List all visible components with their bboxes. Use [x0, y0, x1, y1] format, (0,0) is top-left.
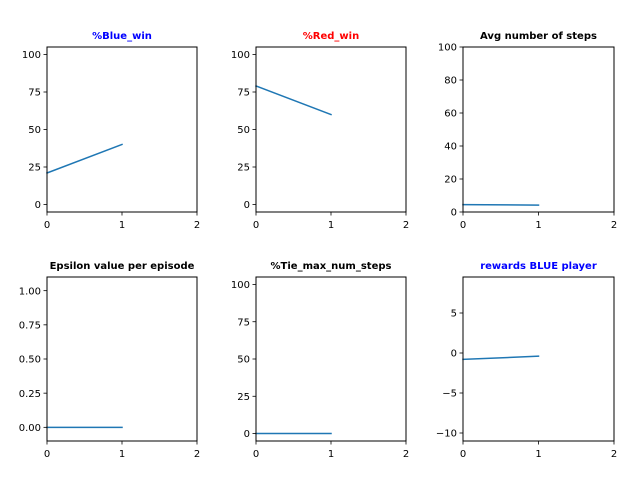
x-tick-label: 0: [44, 449, 50, 460]
series-line-1: [255, 85, 332, 116]
subplot-title: %Tie_max_num_steps: [271, 261, 392, 272]
y-tick-label: 60: [444, 109, 457, 120]
x-tick-label: 1: [328, 449, 334, 460]
y-tick-label: −10: [436, 429, 457, 440]
subplot-2: 0 1 2 0 25 50 75 100 %Red_win: [231, 31, 409, 231]
y-tick-label: −5: [442, 389, 457, 400]
subplot-5: 0 1 2 0 25 50 75 100 %Tie_max_num_steps: [231, 261, 409, 460]
y-tick-label: 0.00: [19, 423, 41, 434]
y-tick-label: 0: [35, 200, 41, 211]
y-tick-label: 100: [22, 50, 41, 61]
y-tick-label: 25: [237, 163, 250, 174]
y-tick-label: 75: [237, 317, 250, 328]
x-tick-label: 2: [194, 449, 200, 460]
y-tick-label: 1.00: [19, 286, 41, 297]
subplot-6: 0 1 2 −10 −5 0 5 rewards BLUE player: [436, 261, 617, 460]
subplot-title: Avg number of steps: [480, 31, 597, 42]
x-tick-label: 1: [328, 220, 334, 231]
series-line-1: [46, 143, 123, 174]
y-tick-label: 50: [237, 125, 250, 136]
y-tick-label: 40: [444, 142, 457, 153]
x-tick-label: 0: [44, 220, 50, 231]
y-tick-label: 0: [451, 349, 457, 360]
x-tick-label: 2: [194, 220, 200, 231]
subplot-title: rewards BLUE player: [480, 261, 597, 272]
x-tick-label: 0: [460, 449, 466, 460]
x-tick-label: 2: [403, 449, 409, 460]
y-tick-label: 50: [237, 355, 250, 366]
x-tick-label: 1: [535, 449, 541, 460]
y-tick-label: 0: [244, 200, 250, 211]
series-line-1: [462, 355, 540, 361]
y-tick-label: 100: [438, 43, 457, 54]
y-tick-label: 0: [244, 429, 250, 440]
y-tick-label: 75: [237, 88, 250, 99]
y-tick-label: 0.50: [19, 355, 41, 366]
y-tick-label: 0: [451, 208, 457, 219]
x-tick-label: 0: [253, 449, 259, 460]
y-tick-label: 0.25: [19, 389, 41, 400]
y-tick-label: 50: [28, 125, 41, 136]
x-tick-label: 1: [535, 220, 541, 231]
y-tick-label: 0.75: [19, 320, 41, 331]
x-tick-label: 1: [119, 449, 125, 460]
x-tick-label: 0: [460, 220, 466, 231]
subplot-1: 0 1 2 0 25 50 75 100 %Blue_win: [22, 31, 200, 231]
y-tick-label: 25: [28, 163, 41, 174]
series-line-1: [462, 203, 540, 206]
subplot-4: 0 1 2 0.00 0.25 0.50 0.75 1.00 Epsilon value per…: [19, 261, 200, 460]
x-tick-label: 2: [403, 220, 409, 231]
subplot-title: %Red_win: [303, 31, 359, 42]
subplot-title: %Blue_win: [92, 31, 152, 42]
y-tick-label: 75: [28, 88, 41, 99]
y-tick-label: 5: [451, 309, 457, 320]
y-tick-label: 100: [231, 280, 250, 291]
subplot-title: Epsilon value per episode: [50, 261, 195, 272]
x-tick-label: 2: [611, 449, 617, 460]
y-tick-label: 25: [237, 392, 250, 403]
x-tick-label: 2: [611, 220, 617, 231]
x-tick-label: 0: [253, 220, 259, 231]
x-tick-label: 1: [119, 220, 125, 231]
y-tick-label: 20: [444, 175, 457, 186]
y-tick-label: 100: [231, 50, 250, 61]
y-tick-label: 80: [444, 76, 457, 87]
